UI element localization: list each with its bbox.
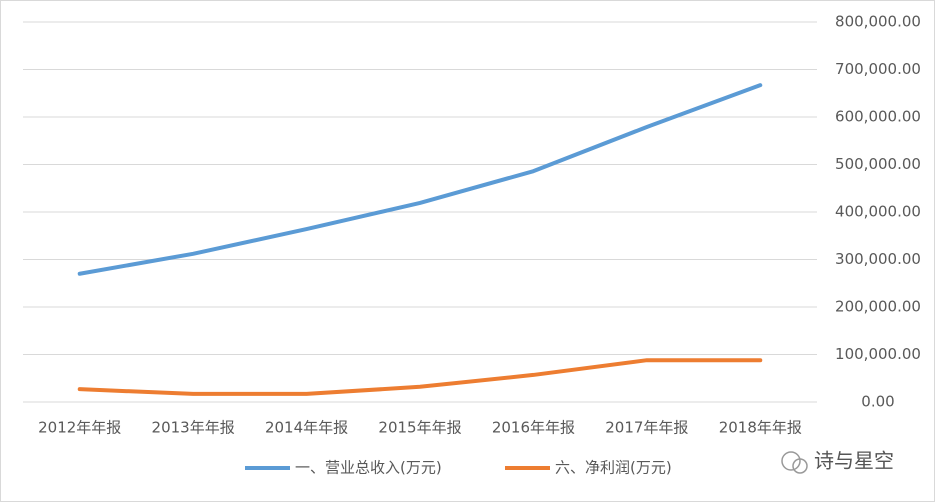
y-tick-label: 0.00: [861, 393, 894, 411]
y-tick-label: 800,000.00: [835, 13, 921, 31]
legend-label: 一、营业总收入(万元): [295, 459, 442, 477]
x-tick-label: 2018年年报: [719, 419, 802, 437]
y-tick-label: 700,000.00: [835, 60, 921, 78]
x-tick-label: 2017年年报: [605, 419, 688, 437]
x-tick-label: 2012年年报: [38, 419, 121, 437]
watermark-text: 诗与星空: [814, 449, 894, 473]
y-tick-label: 400,000.00: [835, 203, 921, 221]
watermark: 诗与星空: [781, 449, 894, 474]
x-tick-label: 2014年年报: [265, 419, 348, 437]
y-tick-label: 300,000.00: [835, 250, 921, 268]
x-tick-label: 2016年年报: [492, 419, 575, 437]
legend-label: 六、净利润(万元): [555, 459, 672, 477]
watermark-icon: [792, 458, 808, 474]
x-tick-label: 2015年年报: [378, 419, 461, 437]
watermark-icon: [781, 451, 801, 471]
series-line: [77, 358, 763, 396]
y-tick-label: 500,000.00: [835, 155, 921, 173]
y-tick-label: 200,000.00: [835, 298, 921, 316]
series-line: [77, 83, 763, 276]
y-tick-label: 600,000.00: [835, 108, 921, 126]
y-tick-label: 100,000.00: [835, 345, 921, 363]
x-tick-label: 2013年年报: [152, 419, 235, 437]
